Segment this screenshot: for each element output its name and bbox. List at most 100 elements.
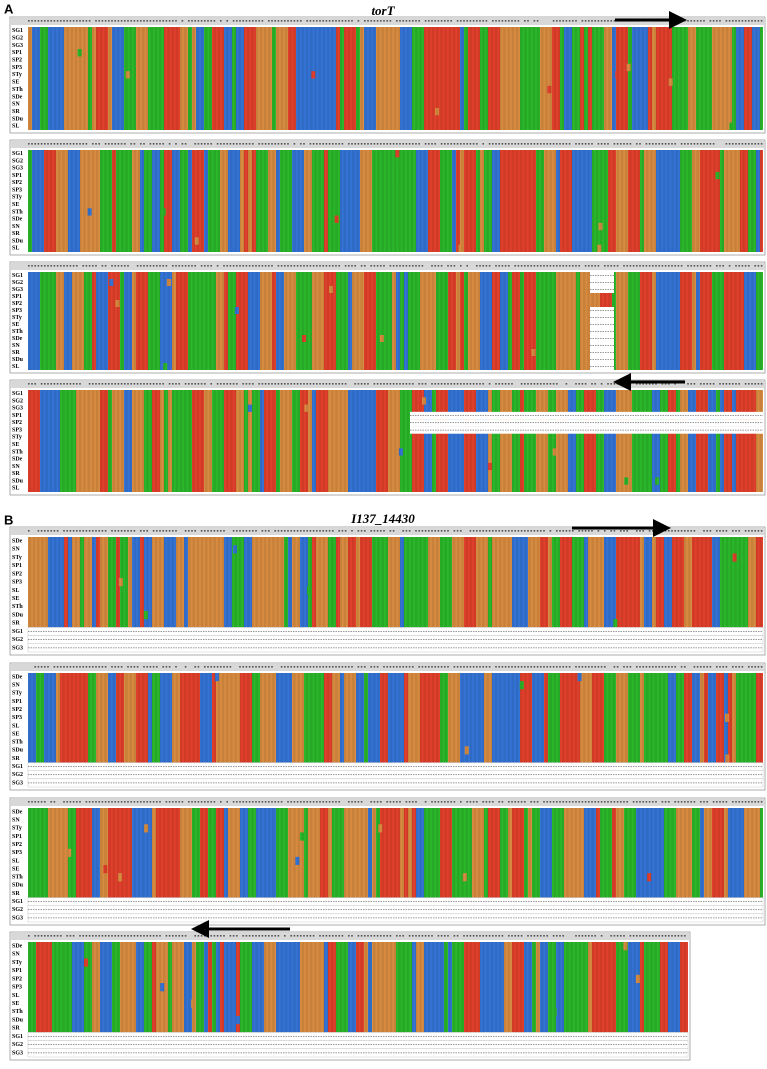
conservation-dot (712, 20, 715, 22)
variant-base (382, 307, 387, 314)
conservation-dot (293, 801, 296, 803)
base-column (544, 272, 556, 370)
row-label: SE (12, 442, 19, 448)
base-column (244, 150, 248, 252)
base-column (636, 27, 648, 130)
variant-base (506, 455, 511, 463)
conservation-dot (175, 530, 177, 532)
row-label: SP1 (12, 968, 22, 974)
conservation-dot (85, 530, 88, 532)
conservation-dot (162, 666, 164, 668)
base-column (596, 808, 600, 922)
conservation-dot (175, 666, 177, 668)
conservation-dot (693, 530, 696, 532)
base-column (360, 673, 364, 787)
conservation-dot (642, 935, 644, 937)
conservation-dot (98, 530, 100, 532)
conservation-dot (168, 935, 171, 937)
base-column (704, 272, 712, 370)
conservation-dot (72, 143, 75, 145)
conservation-dot (463, 935, 465, 937)
base-column (680, 272, 692, 370)
base-column (572, 272, 576, 370)
conservation-dot (386, 383, 388, 385)
conservation-dot (204, 530, 206, 532)
conservation-dot (303, 530, 305, 532)
conservation-dot (376, 666, 379, 668)
conservation-dot (607, 20, 609, 22)
panel-letter: A (4, 1, 14, 16)
base-column (412, 537, 416, 652)
base-column (724, 150, 728, 252)
conservation-dot (424, 20, 427, 22)
conservation-dot (306, 801, 308, 803)
base-column (268, 150, 276, 252)
conservation-dot (431, 265, 433, 267)
variant-base (292, 115, 297, 123)
base-column (168, 27, 176, 130)
conservation-dot (312, 20, 315, 22)
base-column (92, 808, 100, 922)
base-column (132, 150, 136, 252)
conservation-dot (552, 265, 555, 267)
base-column (264, 942, 276, 1057)
conservation-dot (248, 666, 251, 668)
base-column (304, 808, 308, 922)
conservation-dot (434, 265, 436, 267)
conservation-dot (463, 666, 465, 668)
conservation-dot (517, 20, 520, 22)
base-column (756, 390, 760, 492)
conservation-dot (485, 666, 488, 668)
base-column (508, 27, 520, 130)
conservation-dot (501, 801, 504, 803)
base-column (164, 27, 168, 130)
conservation-dot (328, 666, 331, 668)
base-column (624, 808, 636, 922)
base-column (324, 390, 328, 492)
conservation-dot (508, 383, 510, 385)
base-column (616, 942, 628, 1057)
base-column (96, 673, 108, 787)
base-column (388, 808, 400, 922)
conservation-dot (556, 383, 558, 385)
base-column (396, 272, 400, 370)
base-column (164, 150, 172, 252)
conservation-dot (447, 801, 449, 803)
base-column (312, 150, 324, 252)
base-column (420, 150, 428, 252)
conservation-dot (232, 935, 235, 937)
conservation-dot (130, 383, 132, 385)
base-column (428, 537, 440, 652)
base-column (436, 272, 440, 370)
row-label: SP1 (12, 834, 22, 840)
conservation-dot (319, 530, 321, 532)
conservation-dot (287, 530, 289, 532)
base-column (160, 272, 164, 370)
row-label: SL (12, 364, 19, 370)
conservation-dot (124, 265, 126, 267)
conservation-dot (396, 935, 398, 937)
base-column (60, 27, 64, 130)
conservation-dot (402, 265, 404, 267)
conservation-dot (495, 666, 497, 668)
conservation-dot (60, 143, 62, 145)
conservation-dot (178, 265, 180, 267)
conservation-dot (268, 143, 270, 145)
base-column (280, 150, 292, 252)
base-column (168, 808, 180, 922)
conservation-dot (668, 935, 670, 937)
row-label: SG2 (12, 158, 23, 164)
conservation-dot (82, 666, 84, 668)
base-column (84, 537, 92, 652)
base-column (456, 942, 464, 1057)
conservation-dot (40, 801, 43, 803)
conservation-dot (428, 666, 430, 668)
base-column (644, 390, 652, 492)
conservation-dot (421, 383, 424, 385)
row-label: SP2 (12, 571, 22, 577)
conservation-dot (591, 530, 593, 532)
conservation-dot (312, 530, 315, 532)
conservation-dot (648, 143, 651, 145)
conservation-dot (453, 801, 456, 803)
base-column (228, 808, 240, 922)
